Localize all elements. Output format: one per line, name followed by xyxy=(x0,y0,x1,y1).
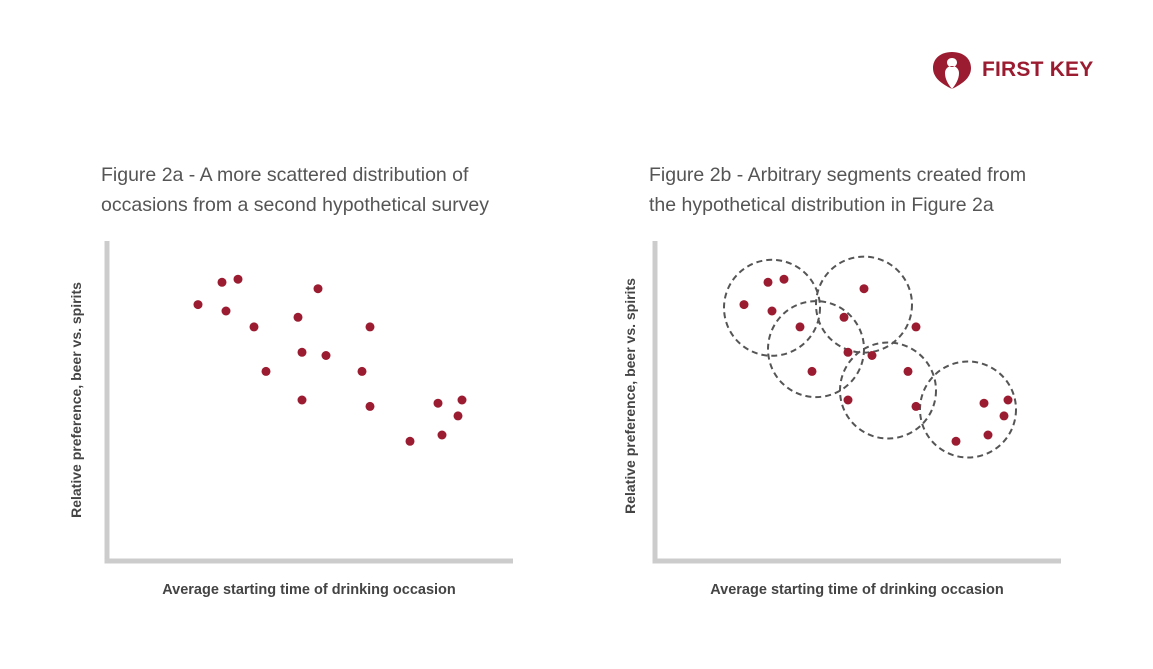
chart-2b-segment-circle-4 xyxy=(839,341,937,440)
chart-2a-data-point-10 xyxy=(321,351,331,360)
first-key-logo: FIRST KEY xyxy=(930,50,1093,90)
chart-2b-data-point-18 xyxy=(999,411,1009,421)
chart-2b-data-point-17 xyxy=(983,430,993,440)
chart-2b-y-axis-label: Relative preference, beer vs. spirits xyxy=(622,278,638,514)
chart-2a-data-point-8 xyxy=(313,284,323,294)
chart-2a-data-point-2 xyxy=(217,277,227,287)
figure-2b-title: Figure 2b - Arbitrary segments created f… xyxy=(649,160,1026,220)
chart-2a-data-point-11 xyxy=(297,395,307,405)
chart-2a-data-point-18 xyxy=(453,411,463,421)
chart-2b-data-point-8 xyxy=(859,284,869,294)
chart-2b: Relative preference, beer vs. spirits Av… xyxy=(622,241,1061,598)
chart-2b-data-point-2 xyxy=(763,277,773,287)
chart-2b-data-point-13 xyxy=(903,366,913,376)
chart-2a: Relative preference, beer vs. spirits Av… xyxy=(68,241,513,598)
chart-2b-data-point-12 xyxy=(911,322,921,332)
chart-2b-segment-circle-5 xyxy=(919,360,1017,459)
chart-2b-data-point-15 xyxy=(951,436,961,446)
figure-2a-title-line-1: Figure 2a - A more scattered distributio… xyxy=(101,164,469,186)
chart-2b-data-point-16 xyxy=(979,398,989,408)
chart-2b-segment-circle-2 xyxy=(815,255,913,354)
figure-2b-title-line-2: the hypothetical distribution in Figure … xyxy=(649,194,994,216)
chart-2b-segment-circle-1 xyxy=(723,258,821,357)
chart-2a-data-point-9 xyxy=(297,347,307,357)
chart-2a-data-point-5 xyxy=(249,322,259,332)
figure-2b-title-line-1: Figure 2b - Arbitrary segments created f… xyxy=(649,164,1027,186)
chart-2b-data-point-14 xyxy=(911,401,921,411)
chart-2a-data-point-14 xyxy=(365,401,375,411)
chart-2a-data-point-3 xyxy=(233,274,243,284)
chart-2a-x-axis-label: Average starting time of drinking occasi… xyxy=(162,582,456,598)
chart-2b-data-point-4 xyxy=(767,306,777,316)
chart-2a-data-point-6 xyxy=(261,366,271,376)
chart-2a-data-point-7 xyxy=(293,312,303,322)
chart-2a-axes xyxy=(104,241,513,564)
chart-2b-data-point-7 xyxy=(839,312,849,322)
logo-text: FIRST KEY xyxy=(982,58,1094,81)
chart-2a-data-point-16 xyxy=(433,398,443,408)
chart-2b-data-point-9 xyxy=(843,347,853,357)
chart-2a-data-point-13 xyxy=(357,366,367,376)
chart-2b-data-point-6 xyxy=(807,366,817,376)
chart-2b-segments xyxy=(723,255,1017,459)
figure-2a-title: Figure 2a - A more scattered distributio… xyxy=(101,160,489,220)
figure-2a-title-line-2: occasions from a second hypothetical sur… xyxy=(101,194,490,216)
chart-2a-data-point-17 xyxy=(437,430,447,440)
chart-2a-y-axis-label: Relative preference, beer vs. spirits xyxy=(68,282,84,518)
chart-2a-data-point-1 xyxy=(193,300,203,310)
chart-2a-data-point-15 xyxy=(405,436,415,446)
chart-2b-data-point-3 xyxy=(779,274,789,284)
chart-2b-data-point-19 xyxy=(1003,395,1013,405)
chart-2b-axes xyxy=(652,241,1061,564)
key-icon xyxy=(933,52,971,89)
chart-2b-x-axis-label: Average starting time of drinking occasi… xyxy=(710,582,1004,598)
chart-2a-data-point-12 xyxy=(365,322,375,332)
chart-2b-data-point-10 xyxy=(867,351,877,360)
chart-2b-points xyxy=(739,274,1013,446)
chart-2b-data-point-11 xyxy=(843,395,853,405)
chart-2a-points xyxy=(193,274,467,446)
chart-2b-data-point-1 xyxy=(739,300,749,310)
chart-2a-data-point-4 xyxy=(221,306,231,316)
chart-2b-data-point-5 xyxy=(795,322,805,332)
chart-2a-data-point-19 xyxy=(457,395,467,405)
